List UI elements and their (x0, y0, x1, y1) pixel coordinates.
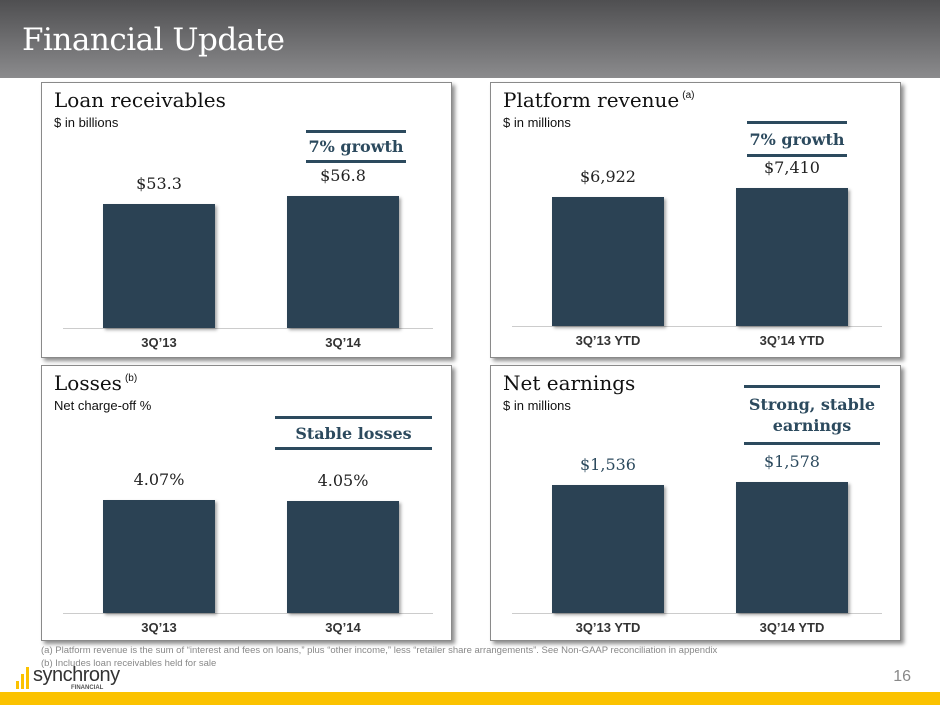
bar-0 (552, 197, 664, 326)
value-label: 4.05% (317, 470, 369, 490)
callout: 7% growth (747, 121, 847, 157)
value-label: $53.3 (136, 174, 182, 194)
bar-0 (103, 500, 215, 613)
category-label: 3Q’13 (141, 335, 177, 350)
panel-net-earnings: Net earnings $ in millions Strong, stabl… (490, 365, 901, 641)
callout: Strong, stable earnings (744, 385, 880, 445)
panel-platform-revenue: Platform revenue (a) $ in millions 7% gro… (490, 82, 901, 358)
panel-subtitle: $ in billions (54, 115, 119, 130)
value-label: $56.8 (320, 166, 366, 185)
value-label: $6,922 (580, 167, 636, 187)
panel-subtitle: $ in millions (503, 398, 571, 413)
category-label: 3Q’13 YTD (575, 333, 641, 348)
page-number: 16 (893, 668, 911, 685)
panel-title-text: Platform revenue (503, 88, 680, 112)
category-label: 3Q’14 (325, 620, 361, 635)
panel-title: Net earnings (503, 371, 635, 395)
bar-1 (287, 196, 399, 328)
category-label: 3Q’13 (141, 620, 177, 635)
callout: Stable losses (275, 416, 432, 450)
header-banner: Financial Update (0, 0, 940, 78)
synchrony-logo: synchrony FINANCIAL (16, 664, 136, 692)
category-label: 3Q’14 (325, 335, 361, 350)
logo-text: synchrony (33, 664, 120, 686)
baseline (63, 613, 433, 614)
category-label: 3Q’13 YTD (575, 620, 641, 635)
page-title: Financial Update (22, 22, 285, 58)
value-label: $1,578 (764, 452, 820, 471)
baseline (512, 613, 882, 614)
value-label: $1,536 (580, 455, 636, 475)
panel-subtitle: Net charge-off % (54, 398, 152, 413)
footnote-marker: (a) (682, 90, 695, 101)
bar-0 (103, 204, 215, 328)
panel-subtitle: $ in millions (503, 115, 571, 130)
bar-1 (736, 482, 848, 613)
panel-title-text: Losses (54, 371, 122, 395)
value-label: 4.07% (133, 470, 185, 489)
footnote-b: (b) Includes loan receivables held for s… (41, 658, 217, 669)
panel-loan-receivables: Loan receivables $ in billions 7% growth… (41, 82, 452, 358)
panel-title-text: Net earnings (503, 371, 636, 395)
panel-title-text: Loan receivables (54, 88, 226, 112)
footer-bar (0, 692, 940, 705)
value-label: $7,410 (764, 158, 820, 177)
callout: 7% growth (306, 130, 406, 163)
panel-losses: Losses (b) Net charge-off % Stable losses… (41, 365, 452, 641)
panel-title: Platform revenue (a) (503, 88, 695, 112)
footnote-marker: (b) (124, 373, 138, 384)
panel-title: Losses (b) (54, 371, 137, 395)
bar-1 (287, 500, 399, 613)
baseline (63, 328, 433, 329)
category-label: 3Q’14 YTD (759, 620, 825, 635)
panel-title: Loan receivables (54, 88, 226, 112)
footnote-a: (a) Platform revenue is the sum of “inte… (41, 645, 718, 656)
logo-subtext: FINANCIAL (71, 685, 104, 691)
bar-1 (736, 188, 848, 326)
bar-0 (552, 485, 664, 613)
category-label: 3Q’14 YTD (759, 333, 825, 348)
baseline (512, 326, 882, 327)
